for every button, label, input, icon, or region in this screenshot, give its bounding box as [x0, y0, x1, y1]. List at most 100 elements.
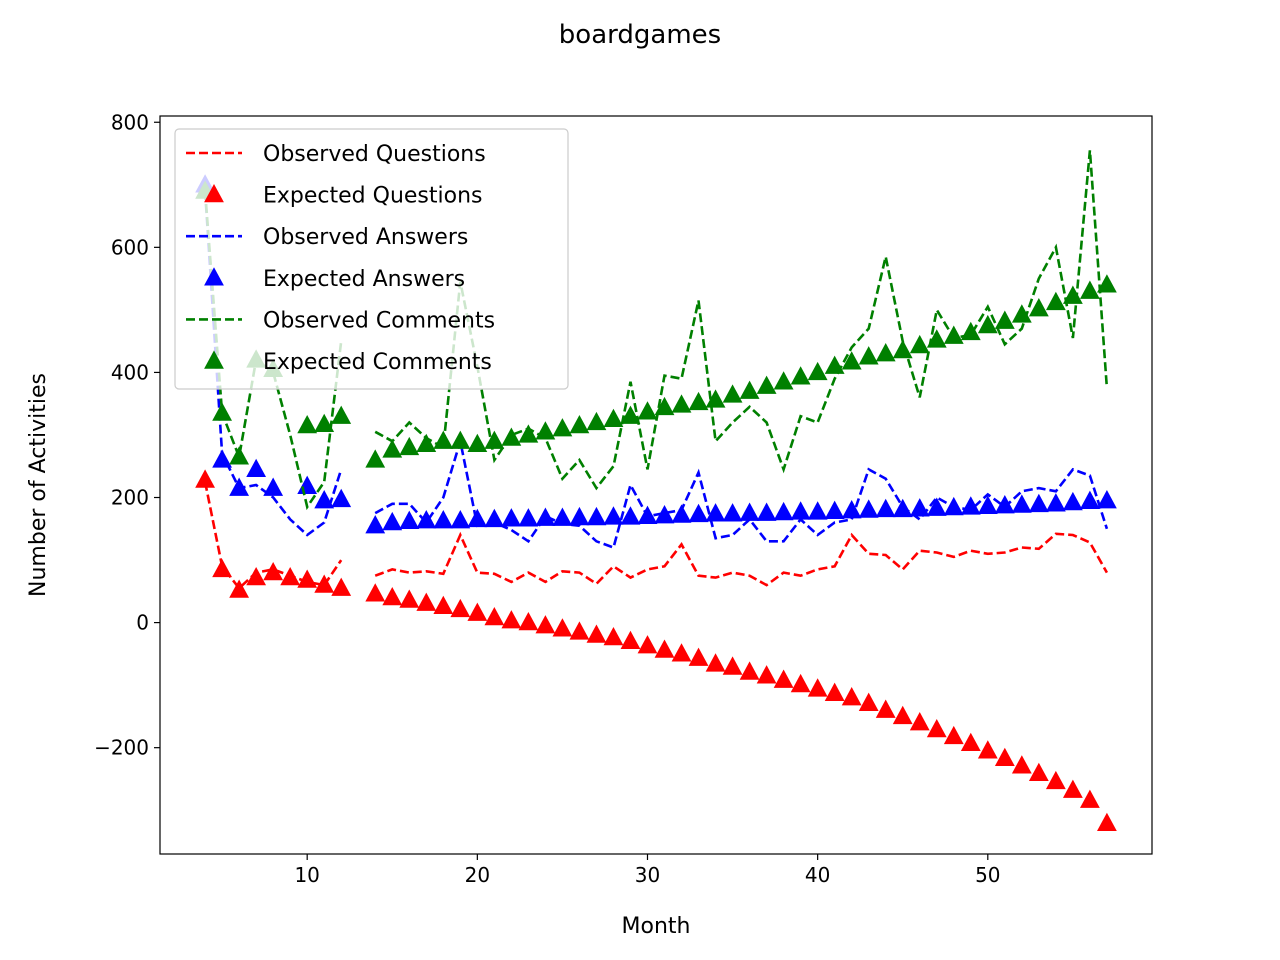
- expected-answers-point: [1079, 490, 1100, 509]
- expected-questions-point: [467, 602, 488, 621]
- expected-comments-point: [773, 371, 794, 390]
- expected-questions-point: [229, 579, 250, 598]
- expected-answers-point: [739, 502, 760, 521]
- expected-questions-point: [297, 569, 318, 588]
- y-tick-label: 800: [111, 110, 149, 134]
- expected-answers-point: [773, 501, 794, 521]
- expected-comments-point: [994, 310, 1015, 329]
- expected-comments-point: [484, 430, 505, 449]
- expected-answers-point: [722, 503, 743, 522]
- expected-answers-point: [841, 500, 862, 519]
- expected-comments-point: [518, 424, 539, 443]
- expected-questions-point: [1045, 770, 1066, 790]
- expected-questions-point: [552, 618, 573, 637]
- expected-comments-point: [1079, 280, 1100, 299]
- expected-answers-point: [569, 506, 590, 526]
- legend-box: [174, 128, 569, 390]
- legend-swatch-expected-comments: [204, 350, 224, 369]
- expected-answers-point: [382, 511, 403, 531]
- expected-answers-point: [331, 488, 352, 508]
- expected-comments-point: [722, 384, 743, 403]
- expected-answers-point: [416, 510, 437, 529]
- expected-comments-point: [569, 414, 590, 434]
- expected-questions-point: [875, 699, 896, 718]
- expected-answers-point: [484, 508, 505, 528]
- expected-questions-point: [926, 718, 947, 738]
- expected-questions-point: [960, 732, 981, 751]
- expected-questions-point: [654, 639, 675, 658]
- expected-answers-point: [977, 495, 998, 514]
- legend-swatch-expected-questions: [204, 183, 224, 203]
- expected-comments-point: [688, 391, 709, 411]
- expected-questions-point: [790, 673, 811, 693]
- y-tick-label: 200: [111, 486, 149, 510]
- expected-questions-point: [943, 725, 964, 745]
- expected-comments-point: [977, 314, 998, 334]
- y-tick-label: 400: [111, 360, 149, 384]
- expected-answers-point: [943, 496, 964, 516]
- expected-questions-point: [1097, 812, 1117, 832]
- y-tick-label: −200: [94, 736, 149, 760]
- expected-answers-point: [246, 458, 267, 478]
- expected-comments-point: [671, 394, 692, 413]
- expected-answers-point: [1097, 490, 1117, 509]
- expected-answers-point: [960, 496, 981, 515]
- legend-label-observed-answers: Observed Answers: [263, 225, 468, 250]
- expected-questions-point: [314, 574, 335, 593]
- expected-questions-point: [450, 598, 471, 618]
- expected-comments-point: [1011, 304, 1032, 323]
- legend-swatch-expected-answers: [204, 267, 224, 286]
- expected-answers-point: [926, 497, 947, 516]
- expected-questions-point: [399, 589, 420, 608]
- expected-questions-point: [739, 661, 760, 680]
- x-tick-label: 10: [294, 863, 319, 887]
- expected-questions-point: [518, 611, 539, 631]
- legend-label-observed-questions: Observed Questions: [263, 142, 486, 167]
- expected-answers-point: [586, 506, 607, 526]
- expected-questions-point: [637, 635, 658, 654]
- x-tick-label: 20: [465, 863, 490, 887]
- expected-comments-point: [1028, 298, 1049, 317]
- expected-answers-point: [552, 507, 573, 526]
- expected-answers-point: [535, 507, 556, 526]
- expected-answers-point: [603, 506, 624, 525]
- expected-comments-point: [382, 439, 403, 458]
- expected-comments-point: [314, 413, 335, 433]
- expected-comments-point: [739, 380, 760, 399]
- expected-comments-point: [467, 433, 488, 453]
- expected-questions-point: [603, 627, 624, 646]
- observed-comments-line: [203, 150, 1109, 511]
- expected-questions-point: [416, 592, 437, 611]
- expected-questions-point: [195, 469, 215, 488]
- expected-comments-point: [654, 396, 675, 416]
- expected-questions-point: [671, 643, 692, 662]
- expected-questions-point: [331, 577, 352, 596]
- expected-answers-point: [790, 501, 811, 520]
- expected-questions-point: [246, 566, 267, 586]
- expected-comments-point: [943, 325, 964, 344]
- expected-answers-point: [263, 477, 284, 496]
- expected-comments-point: [297, 414, 318, 434]
- expected-questions-point: [586, 624, 607, 643]
- expected-comments-point: [433, 430, 454, 449]
- expected-questions-point: [977, 740, 998, 759]
- expected-questions-point: [705, 653, 726, 672]
- expected-answers-point: [637, 505, 658, 524]
- expected-questions-point: [1011, 755, 1032, 774]
- expected-answers-point: [858, 499, 879, 518]
- expected-questions-point: [909, 712, 930, 731]
- y-tick-label: 0: [136, 611, 149, 635]
- legend-label-expected-comments: Expected Comments: [263, 350, 492, 375]
- expected-questions-point: [824, 682, 845, 701]
- expected-comments-point: [552, 418, 573, 437]
- expected-answers-point: [1028, 493, 1049, 513]
- expected-answers-point: [807, 501, 828, 520]
- expected-answers-point: [620, 506, 641, 525]
- expected-answers-point: [909, 498, 930, 517]
- expected-answers-point: [229, 477, 250, 496]
- expected-comments-point: [909, 334, 930, 354]
- expected-comments-point: [535, 421, 556, 440]
- expected-answers-point: [671, 504, 692, 523]
- expected-answers-point: [705, 503, 726, 522]
- legend-label-expected-questions: Expected Questions: [263, 184, 483, 209]
